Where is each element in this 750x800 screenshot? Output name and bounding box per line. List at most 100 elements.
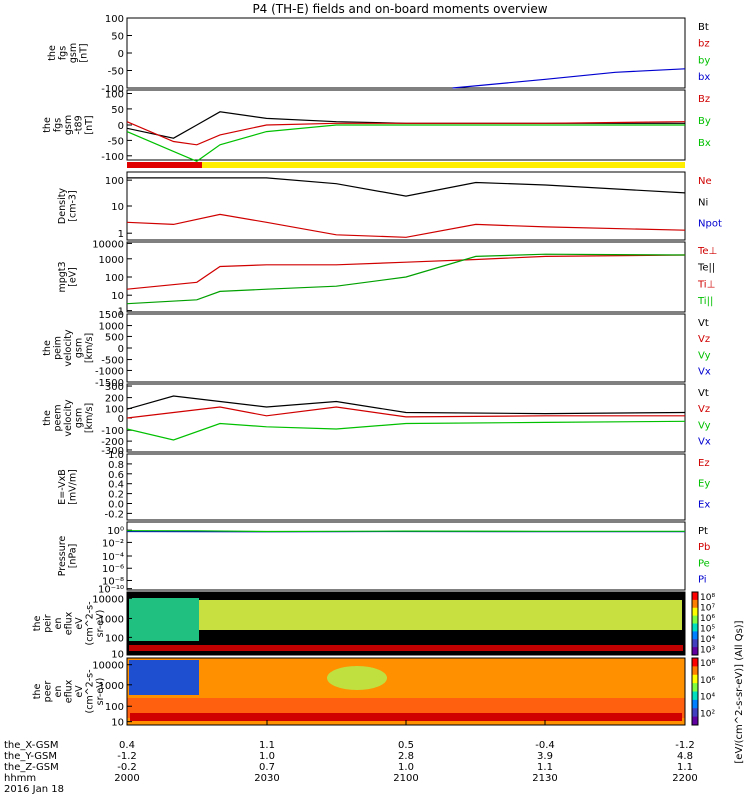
legend-Vz: Vz — [698, 404, 710, 415]
colorbar-step — [692, 683, 698, 692]
ylabel-line: the — [42, 410, 53, 426]
ytick-label: 1000 — [99, 322, 124, 333]
ytick-label: 0 — [118, 49, 124, 60]
ylabel-line: fgs — [53, 118, 64, 132]
ytick-label: -100 — [101, 152, 124, 163]
ylabel-line: -t89 — [74, 115, 85, 134]
colorbar-step — [692, 623, 698, 632]
ytick-label: 1.0 — [108, 450, 124, 461]
colorbar-tick: 10⁶ — [700, 614, 715, 624]
colorbar-step — [692, 592, 698, 601]
panel-temp: 10000 1000 100 10 1 mpgt3 [eV] Te⊥ Te|| Ti⊥ Ti|| — [57, 239, 717, 317]
ylabel-line: the — [32, 684, 43, 700]
xtick-label: 0.5 — [398, 740, 414, 751]
legend-Vx: Vx — [698, 367, 711, 378]
ytick-label: 100 — [105, 14, 124, 25]
series-Vz — [126, 406, 685, 419]
ylabel-line: peem — [53, 405, 64, 432]
series-By — [126, 124, 685, 162]
xtick-label: 2130 — [532, 773, 557, 784]
ytick-label: 0 — [118, 344, 124, 355]
legend-Ti||: Ti|| — [697, 296, 713, 307]
series-Vt — [126, 395, 686, 415]
ytick-label: -1500 — [95, 378, 124, 389]
legend-Bx: Bx — [698, 138, 711, 149]
ytick-label: -100 — [101, 426, 124, 437]
panel-peer: 10000 1000 100 10 the peer en eflux eV (cm^2-s-sr… — [32, 657, 715, 729]
ytick-label: 100 — [105, 273, 124, 284]
legend-Ex: Ex — [698, 499, 710, 510]
ytick-label: 10⁻¹⁰ — [98, 585, 124, 596]
ylabel-line: eV — [74, 617, 85, 630]
ytick-label: 10000 — [92, 594, 124, 605]
ylabel-line: [nT] — [84, 115, 95, 134]
legend-By: By — [698, 116, 711, 127]
ylabel-line: Pressure — [57, 536, 68, 577]
colorbar-step — [692, 615, 698, 624]
xtick-label: 1.0 — [259, 751, 275, 762]
mode-bar-yellow — [202, 162, 685, 168]
ytick-label: 0.4 — [108, 480, 124, 491]
chart-title: P4 (TH-E) fields and on-board moments ov… — [252, 2, 547, 16]
legend-Pt: Pt — [698, 526, 708, 537]
ytick-label: 100 — [105, 176, 124, 187]
ylabel-line: fgs — [58, 46, 69, 60]
ytick-label: 10⁰ — [107, 526, 124, 537]
series-Ni — [127, 177, 686, 197]
xtick-label: 1.1 — [259, 740, 275, 751]
ytick-label: 50 — [111, 105, 124, 116]
colorbar-step — [692, 647, 698, 656]
colorbar-step — [692, 607, 698, 617]
ylabel-line: sr-eV) — [95, 610, 106, 638]
ylabel-line: en — [53, 686, 64, 698]
xtick-label: 0.7 — [259, 762, 275, 773]
xtick-label: 1.1 — [537, 762, 553, 773]
panel-peir: 10000 1000 100 10 the peir en eflux eV (cm^2-s-sr… — [32, 591, 715, 661]
panel-frame — [126, 313, 686, 383]
ylabel-line: peir — [43, 614, 54, 633]
ytick-label: -500 — [101, 356, 124, 367]
series-Vy — [126, 420, 686, 441]
ylabel-line: the — [42, 117, 53, 133]
xtick-label: 2000 — [114, 773, 139, 784]
legend-Vt: Vt — [698, 318, 709, 329]
colorbar-step — [692, 708, 698, 718]
ytick-label: 1000 — [99, 681, 124, 692]
ytick-label: 0.0 — [108, 500, 124, 511]
ylabel-line: eflux — [64, 679, 75, 703]
panel-fgs_dsl: 100 50 0 -50 -100 the fgs gsm -t89 [nT] Bz By Bx — [42, 89, 711, 163]
series-Te|| — [126, 254, 686, 290]
legend-bz: bz — [698, 39, 710, 50]
xtick-label: 3.9 — [537, 751, 553, 762]
legend-Bt: Bt — [698, 22, 709, 33]
ylabel-line: [km/s] — [84, 333, 95, 363]
colorbar-step — [692, 599, 698, 609]
ytick-label: 0.6 — [108, 470, 124, 481]
ylabel-line: velocity — [63, 329, 74, 367]
legend-Vt: Vt — [698, 388, 709, 399]
ylabel-line: velocity — [63, 399, 74, 437]
legend-Pb: Pb — [698, 542, 710, 553]
colorbar-tick: 10⁴ — [700, 693, 715, 703]
ytick-label: 0 — [118, 414, 124, 425]
colorbar-tick: 10² — [700, 709, 715, 719]
series-Ne — [126, 213, 686, 238]
colorbar-tick: 10⁵ — [700, 625, 715, 635]
ytick-label: 100 — [105, 702, 124, 713]
peir-region-3 — [129, 645, 683, 651]
ylabel-line: [nPa] — [68, 544, 79, 569]
ylabel-line: peim — [53, 336, 64, 360]
colorbar-step — [692, 674, 698, 684]
colorbar-step — [692, 658, 698, 667]
xtick-label: -0.4 — [535, 740, 555, 751]
xtick-label: -0.2 — [117, 762, 137, 773]
ytick-label: 200 — [105, 394, 124, 405]
ytick-label: 10⁻⁴ — [102, 552, 124, 563]
legend-Ne: Ne — [698, 176, 712, 187]
colorbar-frame — [691, 657, 699, 726]
